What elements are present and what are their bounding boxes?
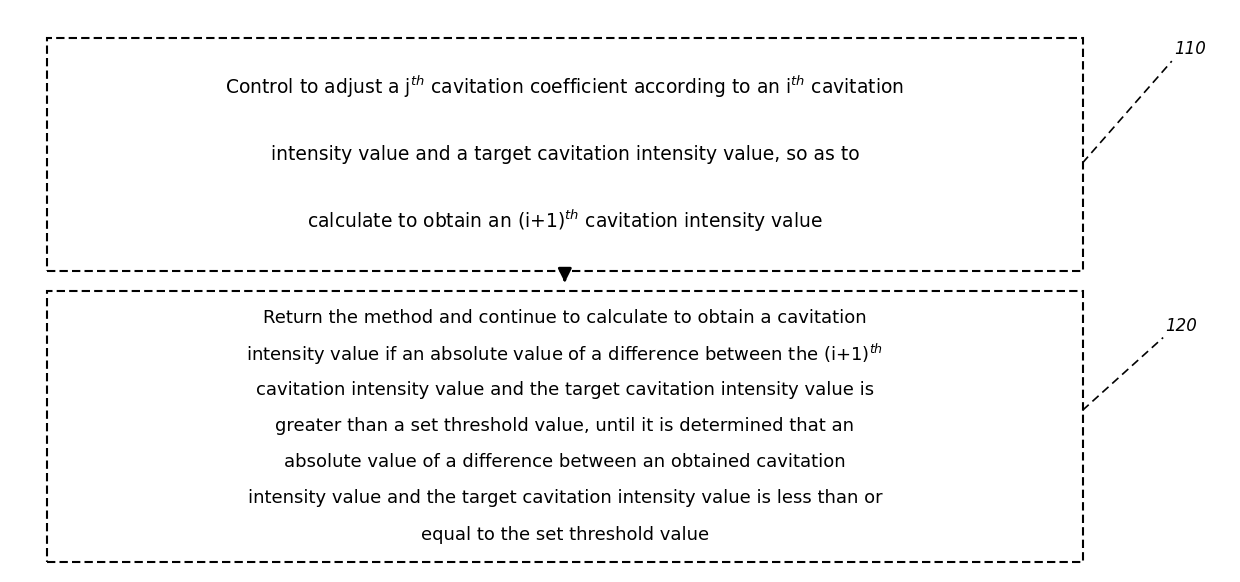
- Text: intensity value and a target cavitation intensity value, so as to: intensity value and a target cavitation …: [270, 145, 859, 164]
- Text: cavitation intensity value and the target cavitation intensity value is: cavitation intensity value and the targe…: [255, 381, 874, 399]
- Text: intensity value if an absolute value of a difference between the (i+1)$^{th}$: intensity value if an absolute value of …: [247, 342, 883, 367]
- Text: Return the method and continue to calculate to obtain a cavitation: Return the method and continue to calcul…: [263, 309, 867, 327]
- Text: greater than a set threshold value, until it is determined that an: greater than a set threshold value, unti…: [275, 417, 854, 435]
- Text: calculate to obtain an (i+1)$^{th}$ cavitation intensity value: calculate to obtain an (i+1)$^{th}$ cavi…: [306, 208, 823, 235]
- Text: absolute value of a difference between an obtained cavitation: absolute value of a difference between a…: [284, 453, 846, 471]
- Text: intensity value and the target cavitation intensity value is less than or: intensity value and the target cavitatio…: [248, 489, 882, 508]
- Text: equal to the set threshold value: equal to the set threshold value: [420, 526, 709, 544]
- Text: 110: 110: [1174, 40, 1207, 58]
- FancyBboxPatch shape: [47, 291, 1083, 562]
- FancyBboxPatch shape: [47, 38, 1083, 271]
- Text: Control to adjust a j$^{th}$ cavitation coefficient according to an i$^{th}$ cav: Control to adjust a j$^{th}$ cavitation …: [226, 74, 904, 101]
- Text: 120: 120: [1166, 317, 1198, 335]
